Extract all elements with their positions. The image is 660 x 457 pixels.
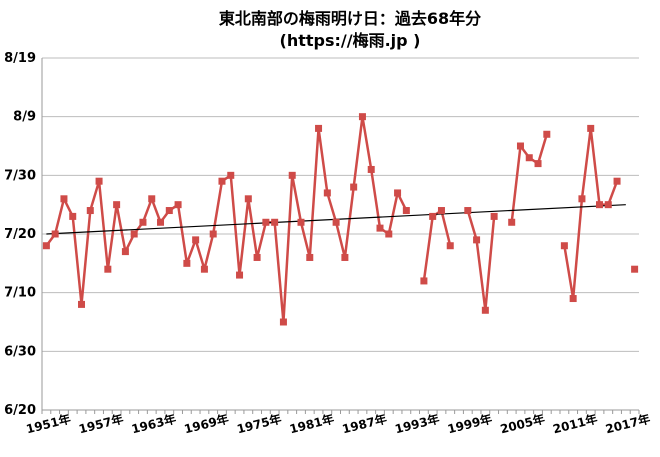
data-point-1990 — [385, 230, 393, 238]
data-point-1955 — [78, 300, 86, 308]
data-point-1976 — [262, 218, 270, 226]
data-point-1971 — [218, 177, 226, 185]
data-point-1968 — [192, 236, 200, 244]
series-line-segment — [563, 127, 619, 300]
data-point-2011 — [569, 295, 577, 303]
data-point-1970 — [209, 230, 217, 238]
data-point-1984 — [332, 218, 340, 226]
data-point-2008 — [543, 130, 551, 138]
data-point-1961 — [130, 230, 138, 238]
data-point-1983 — [323, 189, 331, 197]
series-line-segment — [422, 209, 452, 282]
data-point-1967 — [183, 259, 191, 267]
data-point-2010 — [560, 242, 568, 250]
data-point-1991 — [394, 189, 402, 197]
x-tick-label: 1999年 — [446, 411, 494, 437]
data-point-1979 — [288, 171, 296, 179]
data-point-1959 — [113, 201, 121, 209]
data-point-1965 — [165, 207, 173, 215]
data-point-2006 — [525, 154, 533, 162]
series-line-segment — [45, 115, 408, 324]
data-point-1999 — [464, 207, 472, 215]
y-tick-label: 6/20 — [4, 403, 36, 418]
data-point-1962 — [139, 218, 147, 226]
chart-subtitle: (https://梅雨.jp ) — [280, 31, 421, 50]
x-axis-ticks: 1951年 1957年 1963年 1969年 1975年 1981年 1987年 1993年… — [24, 411, 651, 437]
x-tick-label: 2005年 — [499, 411, 547, 437]
data-point-1966 — [174, 201, 182, 209]
x-tick-label: 1957年 — [77, 411, 125, 437]
data-point-2016 — [613, 177, 621, 185]
data-point-1951 — [42, 242, 50, 250]
data-point-2014 — [595, 201, 603, 209]
y-tick-label: 8/19 — [4, 51, 36, 66]
data-point-1992 — [402, 207, 410, 215]
data-point-1997 — [446, 242, 454, 250]
x-tick-label: 1981年 — [288, 411, 336, 437]
data-point-2012 — [578, 195, 586, 203]
x-tick-label: 1969年 — [182, 411, 230, 437]
data-point-1969 — [200, 265, 208, 273]
x-tick-label: 1987年 — [341, 411, 389, 437]
data-point-2007 — [534, 160, 542, 168]
data-point-2013 — [587, 124, 595, 132]
data-point-1978 — [279, 318, 287, 326]
data-point-1982 — [315, 124, 323, 132]
data-point-1985 — [341, 253, 349, 261]
data-point-1952 — [51, 230, 59, 238]
data-point-1964 — [157, 218, 165, 226]
x-tick-label: 2017年 — [604, 411, 652, 437]
gridlines — [42, 57, 639, 411]
data-point-1954 — [69, 212, 77, 220]
data-point-2001 — [481, 306, 489, 314]
data-point-1958 — [104, 265, 112, 273]
data-point-1986 — [350, 183, 358, 191]
data-point-2015 — [604, 201, 612, 209]
y-axis-ticks: 6/20 6/30 7/10 7/20 7/30 8/9 8/19 — [4, 51, 36, 418]
data-point-2000 — [473, 236, 481, 244]
data-point-2004 — [508, 218, 516, 226]
y-tick-label: 7/30 — [4, 168, 36, 183]
data-point-1996 — [437, 207, 445, 215]
data-point-1973 — [236, 271, 244, 279]
data-point-1953 — [60, 195, 68, 203]
data-point-1987 — [358, 113, 366, 121]
data-point-1994 — [420, 277, 428, 285]
series-points — [42, 113, 639, 326]
series-line-segment — [466, 210, 496, 312]
y-tick-label: 6/30 — [4, 344, 36, 359]
y-tick-label: 8/9 — [13, 110, 36, 125]
x-tick-label: 1993年 — [393, 411, 441, 437]
data-point-1989 — [376, 224, 384, 232]
data-point-1995 — [429, 212, 437, 220]
data-point-1975 — [253, 253, 261, 261]
chart-title: 東北南部の梅雨明け日：過去68年分 — [219, 9, 481, 28]
axes — [41, 58, 640, 414]
x-tick-label: 1975年 — [235, 411, 283, 437]
data-point-2005 — [516, 142, 524, 150]
data-point-1972 — [227, 171, 235, 179]
data-point-1981 — [306, 253, 314, 261]
data-point-2018 — [631, 265, 639, 273]
data-point-1956 — [86, 207, 94, 215]
y-tick-label: 7/10 — [4, 286, 36, 301]
y-tick-label: 7/20 — [4, 227, 36, 242]
x-tick-label: 1963年 — [130, 411, 178, 437]
data-point-1980 — [297, 218, 305, 226]
data-point-1988 — [367, 165, 375, 173]
data-point-1977 — [271, 218, 279, 226]
data-point-2002 — [490, 212, 498, 220]
data-point-1963 — [148, 195, 156, 203]
x-tick-label: 2011年 — [551, 411, 599, 437]
data-point-1960 — [121, 248, 129, 256]
data-point-1957 — [95, 177, 103, 185]
data-point-1974 — [244, 195, 252, 203]
